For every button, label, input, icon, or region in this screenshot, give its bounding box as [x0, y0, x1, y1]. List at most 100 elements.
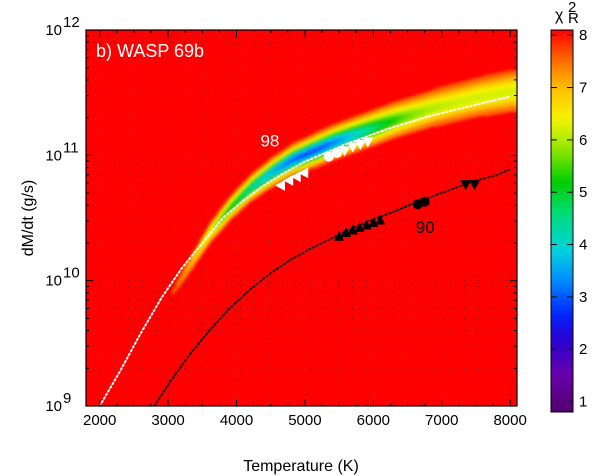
- heat-cell: [356, 132, 359, 135]
- heat-cell: [287, 149, 291, 152]
- heat-cell: [409, 96, 412, 99]
- heat-cell: [280, 175, 284, 178]
- heat-cell: [198, 251, 202, 254]
- heat-cell: [463, 90, 467, 93]
- heat-cell: [410, 99, 414, 102]
- heat-cell: [267, 169, 270, 171]
- heat-cell: [484, 113, 487, 116]
- heat-cell: [311, 142, 315, 145]
- heat-cell: [289, 160, 292, 162]
- heat-cell: [486, 97, 489, 99]
- heat-cell: [486, 93, 489, 96]
- heat-cell: [311, 166, 315, 169]
- heat-cell: [217, 210, 221, 212]
- heat-cell: [393, 106, 397, 109]
- heat-cell: [272, 183, 275, 185]
- heat-cell: [328, 125, 332, 128]
- heat-cell: [388, 128, 392, 131]
- heat-cell: [405, 107, 409, 110]
- heat-cell: [501, 101, 504, 104]
- heat-cell: [452, 111, 455, 113]
- heat-cell: [380, 132, 383, 135]
- heat-cell: [373, 112, 376, 115]
- heat-cell: [227, 203, 231, 206]
- heat-cell: [316, 146, 320, 149]
- heat-cell: [366, 122, 369, 125]
- heat-cell: [496, 82, 499, 85]
- heat-cell: [383, 135, 386, 138]
- heat-cell: [424, 119, 427, 122]
- heat-cell: [434, 103, 438, 106]
- heat-cell: [229, 200, 232, 203]
- heat-cell: [327, 161, 330, 164]
- heat-cell: [246, 178, 250, 181]
- heat-cell: [192, 255, 195, 258]
- heat-cell: [233, 195, 236, 198]
- heat-cell: [409, 118, 412, 120]
- heat-cell: [475, 86, 479, 89]
- heat-cell: [462, 98, 465, 101]
- heat-cell: [291, 159, 294, 161]
- heat-cell: [460, 97, 463, 100]
- heat-cell: [431, 94, 434, 97]
- heat-cell: [470, 88, 474, 91]
- heat-cell: [383, 126, 386, 129]
- heat-cell: [499, 84, 503, 87]
- heat-cell: [443, 103, 446, 105]
- heat-cell: [426, 122, 429, 125]
- heat-cell: [433, 103, 436, 106]
- heat-cell: [474, 114, 477, 117]
- heat-cell: [383, 105, 386, 108]
- heat-cell: [306, 151, 309, 154]
- heat-cell: [380, 113, 383, 116]
- heat-cell: [376, 132, 380, 135]
- heat-cell: [400, 103, 404, 105]
- heat-cell: [460, 91, 463, 94]
- heat-cell: [322, 150, 325, 153]
- heat-cell: [176, 287, 179, 289]
- heat-cell: [472, 79, 475, 82]
- heat-cell: [404, 109, 407, 112]
- heat-cell: [392, 117, 395, 119]
- heat-cell: [491, 113, 494, 116]
- heat-cell: [221, 222, 224, 225]
- heat-cell: [417, 122, 421, 125]
- heat-cell: [349, 135, 352, 138]
- heat-cell: [385, 134, 388, 137]
- heat-cell: [481, 91, 484, 94]
- heat-cell: [421, 100, 424, 103]
- heat-cell: [275, 178, 279, 181]
- heat-cell: [323, 133, 327, 136]
- heat-cell: [392, 133, 395, 136]
- heat-cell: [465, 110, 469, 113]
- heat-cell: [469, 100, 472, 103]
- heat-cell: [308, 158, 311, 160]
- heat-cell: [457, 90, 460, 93]
- heat-cell: [409, 113, 412, 115]
- heat-cell: [298, 167, 301, 170]
- heat-cell: [489, 78, 492, 81]
- heat-cell: [299, 157, 303, 160]
- heat-cell: [227, 205, 231, 207]
- heat-cell: [205, 230, 209, 233]
- heat-cell: [186, 267, 190, 269]
- heat-cell: [392, 107, 395, 109]
- heat-cell: [388, 104, 392, 107]
- heat-cell: [453, 88, 457, 90]
- heat-cell: [277, 161, 280, 164]
- heat-cell: [460, 86, 463, 89]
- heat-cell: [481, 105, 484, 108]
- heat-cell: [327, 134, 330, 137]
- heat-cell: [363, 118, 366, 121]
- heat-cell: [277, 181, 280, 184]
- heat-cell: [410, 122, 414, 125]
- heat-cell: [270, 176, 274, 179]
- heat-cell: [262, 166, 265, 169]
- heat-cell: [222, 210, 226, 212]
- heat-cell: [441, 122, 445, 125]
- heat-cell: [185, 273, 188, 276]
- heat-cell: [484, 78, 487, 81]
- heat-cell: [359, 115, 362, 118]
- heat-cell: [229, 214, 232, 217]
- heat-cell: [474, 101, 477, 104]
